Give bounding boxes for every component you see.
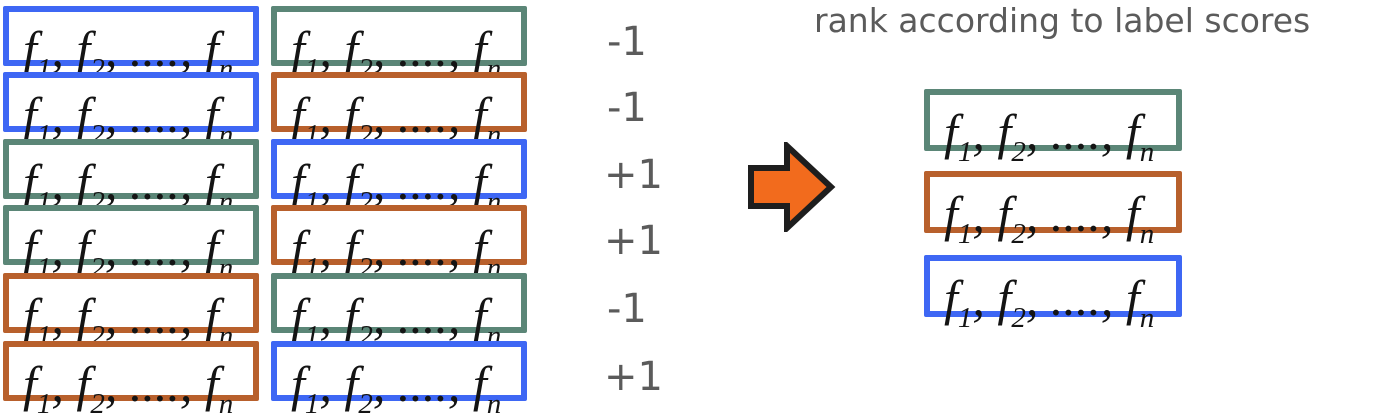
pair-right-vector xyxy=(271,72,527,132)
pair-right-vector xyxy=(271,139,527,199)
pair-right-vector xyxy=(271,6,527,66)
feature-vector-text: f1, f2, ...., fn xyxy=(291,288,502,352)
pair-label: +1 xyxy=(604,218,663,264)
feature-vector-text: f1, f2, ...., fn xyxy=(23,21,234,85)
pair-left-vector xyxy=(3,72,259,132)
pair-label: +1 xyxy=(604,354,663,400)
ranked-vector xyxy=(924,89,1182,151)
feature-vector-text: f1, f2, ...., fn xyxy=(291,87,502,151)
pair-right-vector xyxy=(271,205,527,265)
feature-vector-text: f1, f2, ...., fn xyxy=(944,186,1155,250)
pair-left-vector xyxy=(3,139,259,199)
pair-right-vector xyxy=(271,273,527,333)
pair-left-vector xyxy=(3,341,259,401)
pair-label: +1 xyxy=(604,152,663,198)
feature-vector-text: f1, f2, ...., fn xyxy=(291,220,502,284)
ranked-vector xyxy=(924,171,1182,233)
pair-label: -1 xyxy=(607,286,647,332)
feature-vector-text: f1, f2, ...., fn xyxy=(291,154,502,218)
pair-left-vector xyxy=(3,273,259,333)
feature-vector-text: f1, f2, ...., fn xyxy=(291,356,502,420)
pair-left-vector xyxy=(3,6,259,66)
pair-left-vector xyxy=(3,205,259,265)
feature-vector-text: f1, f2, ...., fn xyxy=(23,356,234,420)
right-arrow-icon xyxy=(748,142,836,232)
feature-vector-text: f1, f2, ...., fn xyxy=(23,87,234,151)
pair-right-vector xyxy=(271,341,527,401)
pair-label: -1 xyxy=(607,19,647,65)
feature-vector-text: f1, f2, ...., fn xyxy=(944,104,1155,168)
feature-vector-text: f1, f2, ...., fn xyxy=(944,270,1155,334)
pair-label: -1 xyxy=(607,85,647,131)
feature-vector-text: f1, f2, ...., fn xyxy=(23,154,234,218)
feature-vector-text: f1, f2, ...., fn xyxy=(23,220,234,284)
ranking-title: rank according to label scores xyxy=(814,1,1311,40)
feature-vector-text: f1, f2, ...., fn xyxy=(291,21,502,85)
ranked-vector xyxy=(924,255,1182,317)
feature-vector-text: f1, f2, ...., fn xyxy=(23,288,234,352)
